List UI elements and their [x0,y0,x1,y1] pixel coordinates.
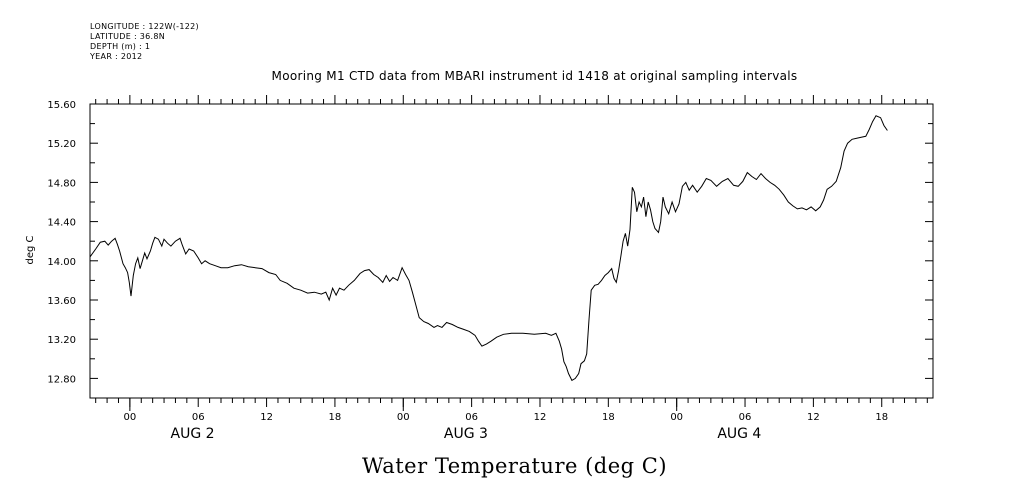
y-tick-label: 15.20 [47,139,76,150]
y-tick-label: 14.40 [47,218,76,229]
depth-label: DEPTH (m) : 1 [90,42,151,51]
longitude-label: LONGITUDE : 122W(-122) [90,22,199,31]
y-tick-label: 15.60 [47,100,76,111]
bottom-title: Water Temperature (deg C) [361,454,668,478]
plot-frame [89,103,934,399]
x-tick-label: 00 [124,412,137,423]
x-tick-label: 06 [739,412,752,423]
x-tick-label: 18 [875,412,888,423]
x-tick-label: 00 [397,412,410,423]
latitude-label: LATITUDE : 36.8N [90,32,166,41]
temperature-series-line [89,115,888,382]
date-label: AUG 4 [717,426,761,442]
y-tick-label: 14.00 [47,257,76,268]
y-tick-label: 12.80 [47,374,76,385]
y-tick-label: 13.20 [47,335,76,346]
year-label: YEAR : 2012 [90,52,143,61]
x-tick-label: 06 [465,412,478,423]
x-tick-label: 12 [260,412,273,423]
x-tick-label: 18 [329,412,342,423]
x-tick-label: 18 [602,412,615,423]
x-tick-label: 06 [192,412,205,423]
date-label: AUG 2 [171,426,215,442]
y-tick-label: 14.80 [47,178,76,189]
axis-ticks [90,95,933,411]
chart-title: Mooring M1 CTD data from MBARI instrumen… [271,69,798,83]
y-axis-label: deg C [25,235,36,264]
x-tick-label: 00 [670,412,683,423]
x-tick-label: 12 [807,412,820,423]
x-tick-label: 12 [534,412,547,423]
date-label: AUG 3 [444,426,488,442]
axes [89,103,934,399]
metadata-block: LONGITUDE : 122W(-122) LATITUDE : 36.8N … [90,22,199,62]
tick-labels: 12.80 13.20 13.60 14.00 14.40 14.80 15.20 15.60… [47,100,888,442]
y-tick-label: 13.60 [47,296,76,307]
